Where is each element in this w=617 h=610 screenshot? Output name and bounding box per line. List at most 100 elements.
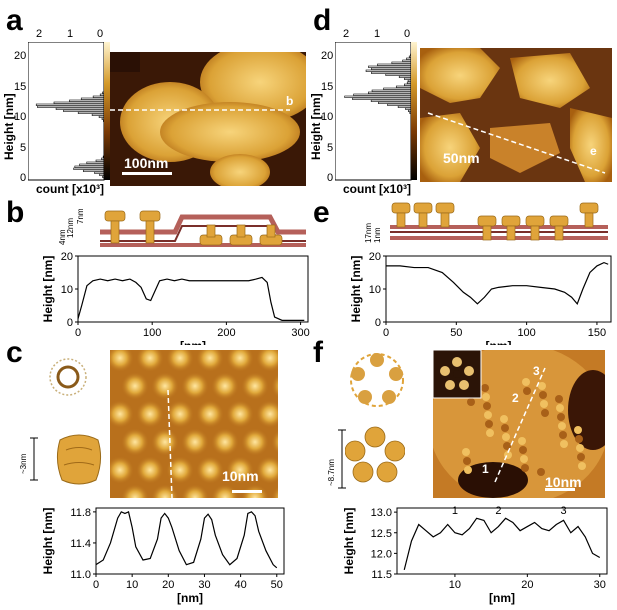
y-tick-label: 20 <box>369 251 381 263</box>
hist-bar <box>395 85 412 88</box>
dim-label-e: 1nm <box>373 227 382 243</box>
hist-d-top-tick: 2 <box>343 28 350 40</box>
x-tick-label: 40 <box>234 579 246 591</box>
y-tick-label: 20 <box>61 251 73 263</box>
lattice-spot <box>256 400 278 428</box>
lattice-spot <box>256 350 278 372</box>
hist-bar <box>378 101 412 104</box>
protein-sideview-c <box>56 434 102 485</box>
y-tick-label: 12.0 <box>371 548 392 560</box>
y-tick-label: 11.5 <box>371 569 392 581</box>
hist-bar <box>99 173 105 176</box>
schematic-e <box>390 202 608 241</box>
y-tick-label: 10 <box>369 284 381 296</box>
dim-label-b: 12nm <box>66 217 75 238</box>
hist-bar <box>408 55 412 58</box>
hist-bar <box>92 95 105 98</box>
x-tick-label: 100 <box>517 327 535 339</box>
lattice-spot <box>271 485 278 498</box>
speckle <box>558 422 566 430</box>
speckle <box>483 402 491 410</box>
x-tick-label: 10 <box>449 579 461 591</box>
speckle <box>462 448 470 456</box>
hist-d-ytick: 15 <box>321 81 334 93</box>
plot-frame <box>385 255 612 323</box>
speckle <box>539 391 547 399</box>
line-marker-b: b <box>286 94 294 108</box>
x-tick-label: 10 <box>126 579 138 591</box>
x-tick-label: 30 <box>594 579 606 591</box>
x-tick-label: 0 <box>75 327 81 339</box>
hist-bar <box>405 107 412 110</box>
hist-bar <box>82 169 105 172</box>
hist-a-ytick: 20 <box>14 50 27 62</box>
hist-bar <box>383 87 412 90</box>
hist-bar <box>385 73 412 76</box>
hist-bar <box>406 57 412 60</box>
plot-frame <box>396 507 608 575</box>
lattice-spot <box>110 350 134 372</box>
panel-label-e: e <box>313 196 330 229</box>
x-axis-label: [nm] <box>486 339 512 345</box>
dim-bracket-f <box>338 429 346 489</box>
hist-bar <box>77 111 105 114</box>
y-tick-label: 0 <box>67 317 73 329</box>
speckle <box>560 440 568 448</box>
lattice-spot <box>241 372 269 400</box>
scalebar-c-label: 10nm <box>222 468 259 484</box>
speckle <box>557 413 565 421</box>
hist-bar <box>95 159 105 162</box>
hist-d-yaxis-label: Height [nm] <box>309 93 323 160</box>
hist-bar <box>91 113 105 116</box>
y-axis-label: Height [nm] <box>41 508 55 575</box>
data-line <box>386 261 609 306</box>
speckle <box>486 429 494 437</box>
protein-topview-c <box>49 358 87 396</box>
y-tick-label: 0 <box>375 317 381 329</box>
hist-bar <box>404 77 412 80</box>
hist-bar <box>365 69 412 72</box>
speckle <box>575 435 583 443</box>
hist-bar <box>103 119 105 122</box>
peak-label: 3 <box>560 505 566 517</box>
hist-bar <box>37 105 105 108</box>
hist-d-ytick: 0 <box>327 172 334 184</box>
y-tick-label: 11.8 <box>70 507 91 519</box>
lattice-spot <box>211 372 239 400</box>
hist-bar <box>79 163 105 166</box>
x-tick-label: 300 <box>291 327 309 339</box>
hist-bar <box>53 101 105 104</box>
speckle <box>540 400 548 408</box>
histogram-d <box>335 42 417 181</box>
lattice-spot <box>151 428 179 456</box>
panel-label-c: c <box>6 336 23 369</box>
speckle <box>484 411 492 419</box>
peak-label: 1 <box>452 505 458 517</box>
data-line <box>403 517 601 571</box>
speckle <box>522 378 530 386</box>
x-tick-label: 150 <box>588 327 606 339</box>
x-axis-label: [nm] <box>489 591 515 605</box>
hist-a-ytick: 0 <box>20 172 27 184</box>
y-axis-label: Height [nm] <box>41 256 55 323</box>
lattice-spot <box>166 456 194 484</box>
hist-bar <box>398 75 412 78</box>
hist-a-top-tick: 0 <box>97 28 104 40</box>
x-tick-label: 20 <box>162 579 174 591</box>
lattice-spot <box>136 456 164 484</box>
hist-bar <box>406 81 412 84</box>
speckle <box>556 404 564 412</box>
speckle <box>523 387 531 395</box>
hist-d-xaxis-label: count [x10³] <box>343 182 412 196</box>
y-tick-label: 11.0 <box>70 569 91 581</box>
x-tick-label: 0 <box>383 327 389 339</box>
hist-bar <box>94 171 105 174</box>
lattice-spot <box>110 400 134 428</box>
hist-d-top-tick: 0 <box>404 28 411 40</box>
hist-bar <box>74 165 105 168</box>
speckle <box>519 446 527 454</box>
lattice-spot <box>211 484 239 498</box>
protein-sideview-f <box>345 426 405 483</box>
y-axis-label: Height [nm] <box>349 256 363 323</box>
